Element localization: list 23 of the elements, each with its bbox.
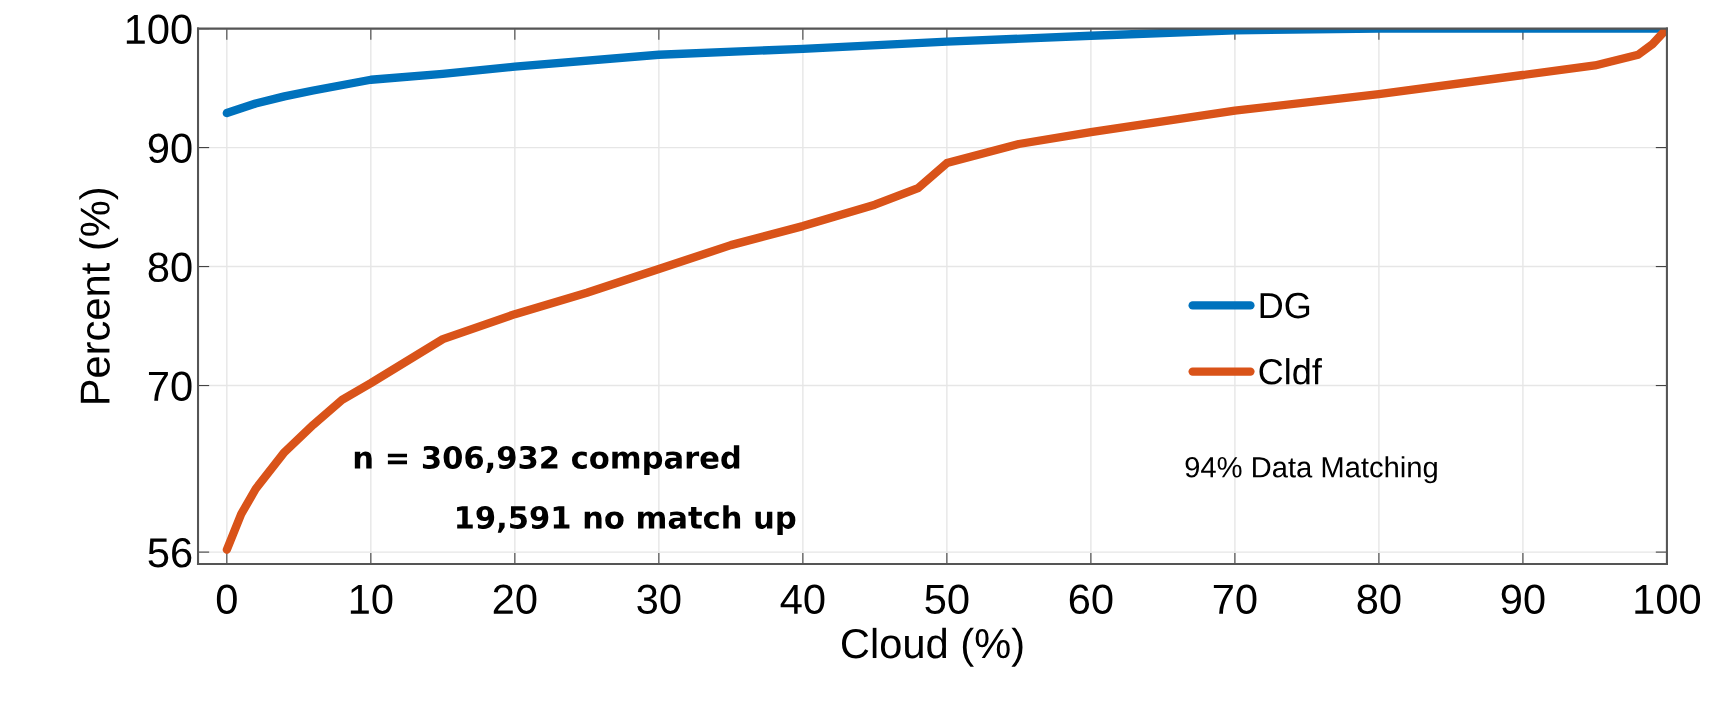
x-tick-label: 30 (637, 584, 681, 615)
x-tick-label: 100 (1635, 584, 1701, 615)
x-tick-label: 80 (1357, 584, 1401, 615)
annotation: 94% Data Matching (1185, 456, 1437, 484)
x-tick-label: 10 (350, 584, 393, 615)
y-tick-label: 100 (126, 14, 192, 45)
y-tick-label: 70 (148, 371, 192, 402)
x-axis-title: Cloud (%) (841, 627, 1023, 667)
x-tick-label: 40 (780, 584, 825, 615)
y-axis-title: Percent (%) (79, 188, 119, 403)
x-tick-label: 70 (1213, 584, 1257, 615)
y-tick-label: 80 (148, 252, 192, 283)
annotation: n = 306,932 compared (354, 445, 740, 475)
x-tick-label: 50 (925, 584, 969, 615)
annotation: 19,591 no match up (457, 505, 796, 535)
legend-label: DG (1260, 292, 1310, 319)
legend-label: Cldf (1259, 358, 1322, 385)
y-tick-label: 56 (148, 538, 192, 568)
x-tick-label: 60 (1069, 584, 1113, 615)
y-tick-label: 90 (148, 133, 192, 164)
x-tick-label: 90 (1501, 584, 1545, 615)
x-tick-label: 20 (493, 584, 537, 615)
x-tick-label: 0 (216, 584, 237, 615)
